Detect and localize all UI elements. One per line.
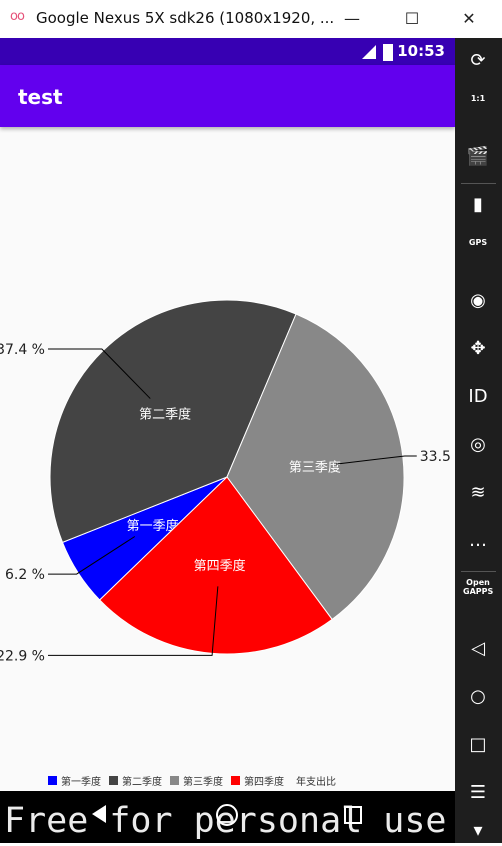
rss-icon[interactable]: ≋ (470, 482, 486, 503)
slice-value-label: 37.4 % (0, 342, 45, 358)
rotate-icon[interactable]: ⟳ (470, 50, 486, 71)
slice-value-label: 6.2 % (5, 567, 45, 583)
slice-value-label: 33.5 % (420, 449, 455, 465)
fit-screen-icon[interactable]: 1:1 (470, 94, 486, 103)
leader-line (335, 455, 417, 465)
app-bar: test (0, 65, 455, 127)
chart-legend: 第一季度 第二季度 第三季度 第四季度 年支出比 (48, 773, 336, 788)
leader-line (48, 586, 219, 656)
android-nav-bar (0, 791, 455, 843)
nav-recents-icon[interactable] (344, 806, 362, 824)
id-icon[interactable]: ID (468, 386, 488, 407)
toolbar-divider (461, 571, 496, 572)
signal-icon (362, 45, 376, 59)
recents-icon[interactable]: □ (469, 734, 487, 755)
leader-line (48, 536, 136, 575)
screencast-icon[interactable]: 🎬 (466, 146, 490, 167)
status-bar: 10:53 (0, 38, 455, 65)
minimize-button[interactable]: — (344, 9, 360, 28)
move-icon[interactable]: ✥ (470, 338, 486, 359)
emulator-toolbar: ⟳ 1:1 🎬 ▮ GPS ◉ ✥ ID ◎ ≋ … Open GAPPS ◁ ○ □ ☰ ▾ (455, 38, 502, 843)
nav-home-icon[interactable] (216, 804, 238, 826)
app-logo-icon: oo (10, 9, 25, 24)
chevron-down-icon[interactable]: ▾ (473, 820, 483, 841)
slice-value-label: 22.9 % (0, 648, 45, 664)
legend-label: 第一季度 (61, 776, 101, 788)
message-icon[interactable]: … (469, 530, 487, 551)
camera-icon[interactable]: ◉ (470, 290, 486, 311)
legend-item: 第三季度 (170, 773, 223, 788)
close-button[interactable]: ✕ (462, 9, 476, 28)
legend-swatch (170, 775, 179, 785)
pie-chart[interactable]: 第一季度 6.2 % 第二季度 37.4 % 第三季度 33.5 % 第四季度 22.9 % (0, 127, 455, 767)
slice-label: 第二季度 (139, 407, 191, 423)
legend-swatch (231, 775, 240, 785)
maximize-button[interactable]: ☐ (404, 9, 420, 28)
legend-item: 第四季度 (231, 773, 284, 788)
phone-screen: 10:53 test 第一季度 6.2 % 第二季度 37.4 % 第三季度 33.5 %… (0, 38, 455, 843)
window-title: Google Nexus 5X sdk26 (1080x1920, ... (36, 9, 335, 27)
battery-icon[interactable]: ▮ (473, 194, 483, 215)
slice-label: 第四季度 (194, 558, 246, 574)
slice-label: 第一季度 (127, 518, 179, 534)
toolbar-divider (461, 183, 496, 184)
chart-description: 年支出比 (296, 776, 336, 788)
legend-swatch (48, 775, 57, 785)
gps-icon[interactable]: GPS (468, 238, 488, 247)
window-titlebar: oo Google Nexus 5X sdk26 (1080x1920, ...… (0, 0, 502, 39)
legend-label: 第四季度 (244, 776, 284, 788)
battery-status-icon (383, 44, 393, 61)
app-title: test (18, 85, 63, 109)
slice-label: 第三季度 (289, 460, 341, 476)
legend-label: 第三季度 (183, 776, 223, 788)
back-icon[interactable]: ◁ (471, 638, 485, 659)
legend-item: 第一季度 (48, 773, 101, 788)
home-icon[interactable]: ○ (470, 686, 486, 707)
open-gapps-icon[interactable]: Open GAPPS (463, 578, 494, 596)
leader-line (48, 348, 151, 399)
legend-item: 第二季度 (109, 773, 162, 788)
legend-label: 第二季度 (122, 776, 162, 788)
legend-swatch (109, 775, 118, 785)
nav-back-icon[interactable] (92, 805, 106, 823)
watermark-text: Free for personal use (4, 801, 447, 841)
status-time: 10:53 (397, 42, 445, 60)
menu-icon[interactable]: ☰ (469, 782, 487, 803)
disk-icon[interactable]: ◎ (470, 434, 486, 455)
